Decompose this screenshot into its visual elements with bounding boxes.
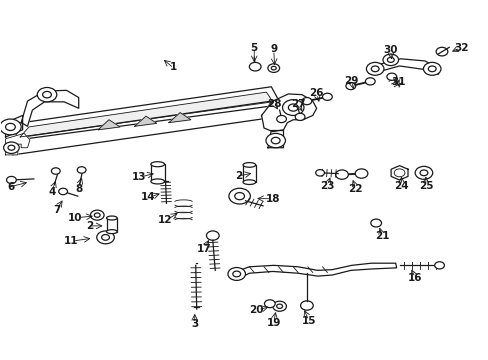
Text: 23: 23	[320, 181, 334, 191]
Text: 18: 18	[265, 194, 280, 204]
Circle shape	[97, 231, 114, 244]
Circle shape	[300, 301, 313, 310]
Polygon shape	[135, 116, 157, 126]
Polygon shape	[168, 113, 190, 123]
Polygon shape	[5, 134, 30, 155]
Circle shape	[249, 62, 261, 71]
Circle shape	[423, 62, 440, 75]
Circle shape	[386, 73, 396, 80]
Text: 12: 12	[158, 215, 172, 225]
Polygon shape	[20, 92, 272, 137]
Text: 22: 22	[348, 184, 362, 194]
Ellipse shape	[151, 179, 164, 184]
Polygon shape	[233, 263, 396, 278]
Circle shape	[3, 142, 19, 153]
Circle shape	[370, 219, 381, 227]
Circle shape	[434, 262, 444, 269]
Circle shape	[345, 82, 355, 90]
Text: 19: 19	[266, 318, 281, 328]
Ellipse shape	[243, 180, 255, 184]
Text: 24: 24	[393, 181, 408, 191]
Text: 5: 5	[250, 43, 257, 53]
Text: 25: 25	[418, 181, 432, 191]
Text: 7: 7	[53, 205, 61, 215]
Circle shape	[37, 87, 57, 102]
Circle shape	[366, 62, 383, 75]
Ellipse shape	[151, 162, 164, 167]
Text: 3: 3	[191, 319, 198, 329]
Text: 2: 2	[86, 221, 93, 231]
Text: 11: 11	[64, 236, 79, 246]
Text: 17: 17	[197, 244, 211, 254]
Circle shape	[267, 64, 279, 72]
Text: 28: 28	[267, 99, 282, 109]
Text: 31: 31	[390, 77, 405, 87]
Text: 8: 8	[75, 184, 82, 194]
Circle shape	[322, 93, 331, 100]
Text: 16: 16	[407, 273, 422, 283]
Circle shape	[6, 176, 16, 184]
Text: 32: 32	[453, 43, 468, 53]
Circle shape	[272, 301, 286, 311]
Circle shape	[276, 116, 286, 123]
Polygon shape	[267, 131, 283, 148]
Polygon shape	[21, 90, 79, 126]
Text: 15: 15	[301, 316, 315, 326]
Text: 2: 2	[234, 171, 242, 181]
Text: 9: 9	[270, 45, 277, 54]
Circle shape	[264, 300, 275, 308]
Circle shape	[90, 210, 104, 220]
Circle shape	[382, 54, 398, 66]
Text: 13: 13	[131, 172, 146, 182]
Text: 20: 20	[249, 305, 264, 315]
Polygon shape	[13, 101, 271, 155]
Text: 26: 26	[309, 88, 323, 98]
Circle shape	[51, 168, 60, 174]
Circle shape	[206, 231, 219, 240]
Polygon shape	[13, 87, 281, 140]
Ellipse shape	[106, 216, 117, 220]
Circle shape	[282, 100, 304, 116]
Circle shape	[414, 166, 432, 179]
Polygon shape	[98, 120, 120, 130]
Circle shape	[228, 188, 250, 204]
Circle shape	[295, 113, 305, 121]
Polygon shape	[390, 166, 407, 180]
Text: 1: 1	[170, 62, 177, 72]
Circle shape	[354, 169, 367, 178]
Circle shape	[365, 78, 374, 85]
Circle shape	[265, 134, 285, 148]
Bar	[106, 218, 117, 231]
Circle shape	[77, 167, 86, 173]
Polygon shape	[261, 94, 316, 132]
Text: 29: 29	[344, 76, 358, 86]
Polygon shape	[368, 59, 438, 74]
Circle shape	[227, 267, 245, 280]
Ellipse shape	[243, 163, 255, 167]
Text: 14: 14	[141, 192, 156, 202]
Circle shape	[0, 119, 21, 135]
Circle shape	[315, 170, 324, 176]
Bar	[151, 164, 164, 181]
Text: 10: 10	[68, 213, 82, 222]
Bar	[243, 165, 255, 182]
Circle shape	[435, 47, 447, 56]
Circle shape	[59, 188, 67, 195]
Text: 30: 30	[383, 45, 397, 55]
Text: 6: 6	[7, 182, 14, 192]
Circle shape	[335, 170, 347, 179]
Ellipse shape	[106, 230, 117, 234]
Text: 27: 27	[290, 99, 305, 109]
Polygon shape	[5, 116, 22, 137]
Circle shape	[302, 98, 311, 105]
Text: 21: 21	[374, 231, 388, 241]
Text: 4: 4	[48, 187, 56, 197]
